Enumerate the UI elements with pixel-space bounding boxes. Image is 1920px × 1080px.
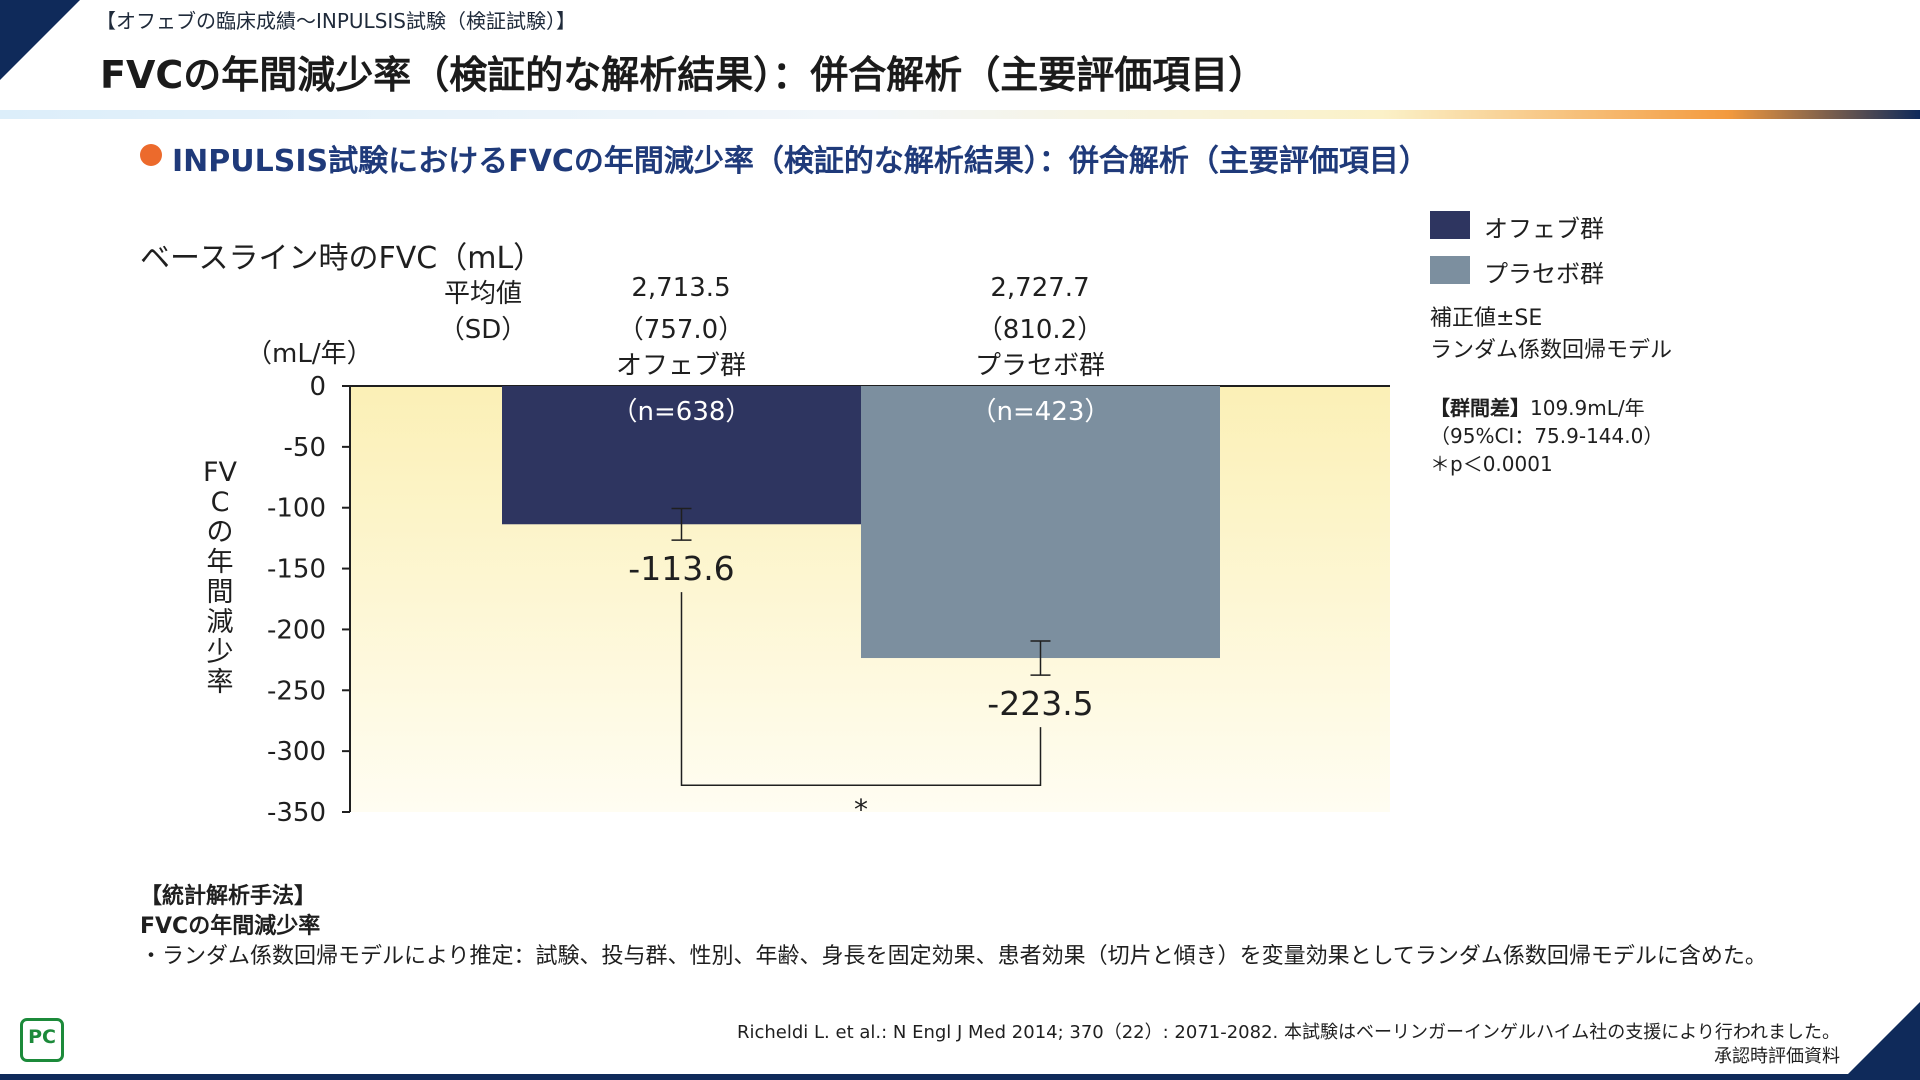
method-subheading: FVCの年間減少率 xyxy=(140,914,321,939)
page-title: FVCの年間減少率（検証的な解析結果）：併合解析（主要評価項目） xyxy=(100,53,1267,97)
baseline-label: ベースライン時のFVC（mL） xyxy=(140,241,544,276)
group-difference: 【群間差】109.9mL/年 xyxy=(1430,392,1645,421)
bar-value-label: -223.5 xyxy=(987,684,1093,723)
logo-text: PC xyxy=(28,1026,56,1048)
y-axis-ticks: 0 -50 -100 -150 -200 -250 -300 -350 xyxy=(267,372,350,828)
footer-bar xyxy=(0,1074,1920,1080)
baseline-group-placebo: プラセボ群 xyxy=(974,351,1106,381)
baseline-group-ofev: オフェブ群 xyxy=(615,351,747,381)
group-difference-label: 【群間差】 xyxy=(1430,396,1530,420)
confidence-interval: （95%CI：75.9-144.0） xyxy=(1430,424,1664,448)
legend-label-placebo: プラセボ群 xyxy=(1484,260,1604,288)
y-tick-label: -50 xyxy=(284,433,326,463)
y-tick-label: -250 xyxy=(267,676,326,706)
bar-n-label: （n=638） xyxy=(612,397,752,427)
baseline-mean-placebo: 2,727.7 xyxy=(990,273,1090,303)
approval-note: 承認時評価資料 xyxy=(1714,1046,1840,1067)
y-tick-label: -300 xyxy=(267,737,326,767)
baseline-sd-label: （SD） xyxy=(438,315,528,345)
legend-label-ofev: オフェブ群 xyxy=(1484,215,1604,243)
baseline-sd-ofev: （757.0） xyxy=(617,315,745,345)
section-title: INPULSIS試験におけるFVCの年間減少率（検証的な解析結果）：併合解析（主… xyxy=(172,144,1429,179)
bracket-line xyxy=(680,592,1042,786)
significance-bracket: * xyxy=(680,592,1042,826)
bar-n-label: （n=423） xyxy=(971,397,1111,427)
y-tick-label: -350 xyxy=(267,798,326,828)
baseline-mean-label: 平均値 xyxy=(443,279,523,309)
logo-icon xyxy=(20,1018,64,1062)
significance-marker: * xyxy=(854,793,868,826)
group-difference-value: 109.9mL/年 xyxy=(1530,396,1645,420)
header-gradient-line xyxy=(0,110,1920,119)
category-label: 【オフェブの臨床成績〜INPULSIS試験（検証試験）】 xyxy=(96,9,576,33)
y-tick-label: -200 xyxy=(267,615,326,645)
baseline-sd-placebo: （810.2） xyxy=(976,315,1104,345)
method-text: ・ランダム係数回帰モデルにより推定：試験、投与群、性別、年齢、身長を固定効果、患… xyxy=(140,944,1767,969)
corner-decoration-bottom-right xyxy=(1842,1002,1920,1080)
y-tick-label: 0 xyxy=(309,372,326,402)
legend-note-model: ランダム係数回帰モデル xyxy=(1430,338,1673,363)
legend-swatch-ofev xyxy=(1430,211,1470,239)
y-tick-label: -100 xyxy=(267,494,326,524)
bar-placebo xyxy=(861,386,1220,659)
legend-note-adjusted: 補正値±SE xyxy=(1430,306,1543,331)
p-value: ＊p＜0.0001 xyxy=(1430,452,1553,476)
section-bullet-icon xyxy=(140,144,162,166)
y-axis-unit: （mL/年） xyxy=(246,339,373,369)
method-heading: 【統計解析手法】 xyxy=(140,884,317,909)
baseline-mean-ofev: 2,713.5 xyxy=(631,273,731,303)
bar-ofev xyxy=(502,386,861,525)
y-tick-label: -150 xyxy=(267,555,326,585)
corner-decoration-top-left xyxy=(0,0,80,80)
bar-value-label: -113.6 xyxy=(628,549,734,588)
citation: Richeldi L. et al.: N Engl J Med 2014; 3… xyxy=(736,1022,1840,1043)
bars-group: （n=638） -113.6 （n=423） -223.5 xyxy=(502,386,1220,723)
legend-swatch-placebo xyxy=(1430,256,1470,284)
y-axis-label: FVCの年間減少率 xyxy=(202,457,237,698)
